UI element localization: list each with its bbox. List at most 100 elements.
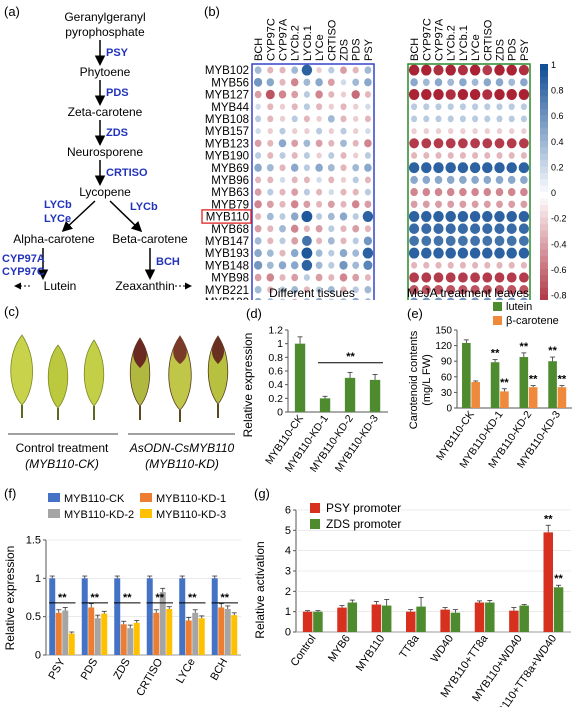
colorbar-segment bbox=[540, 294, 548, 300]
heatmap-cell bbox=[422, 200, 430, 209]
heatmap-cell bbox=[340, 237, 347, 245]
heatmap-cell bbox=[460, 128, 466, 135]
heatmap-row-label: MYB68 bbox=[211, 224, 249, 236]
heatmap-cell bbox=[409, 223, 420, 234]
heatmap-cell bbox=[423, 261, 430, 269]
heatmap-cell bbox=[470, 138, 480, 149]
compound-neurosporene: Neurosporene bbox=[67, 145, 143, 159]
heatmap-cell bbox=[365, 103, 371, 110]
bar bbox=[381, 605, 392, 632]
enzyme-lycb-left: LYCb bbox=[44, 199, 72, 211]
heatmap-colorbar: 10.80.60.40.20-0.2-0.4-0.6-0.8-1 bbox=[540, 60, 567, 300]
knockdown-subcaption: (MYB110-KD) bbox=[145, 457, 219, 471]
compound-lycopene: Lycopene bbox=[79, 185, 131, 199]
heatmap-cell bbox=[364, 152, 371, 159]
y-tick-label: 0 bbox=[285, 627, 291, 639]
heatmap-cell bbox=[433, 272, 444, 283]
heatmap-row-label: MYB110 bbox=[206, 212, 249, 224]
heatmap-row-label: MYB98 bbox=[211, 273, 249, 285]
heatmap-cell bbox=[328, 103, 334, 110]
colorbar-segment bbox=[540, 256, 548, 264]
heatmap-cell bbox=[469, 64, 481, 76]
heatmap-cell bbox=[434, 188, 443, 197]
heatmap-cell bbox=[433, 138, 444, 149]
pathway-diagram: (a) Geranylgeranyl pyrophosphate Phytoen… bbox=[2, 4, 192, 293]
heatmap-cell bbox=[435, 115, 442, 123]
heatmap-cell bbox=[364, 188, 371, 196]
heatmap-cell bbox=[279, 103, 286, 110]
heatmap-cell bbox=[291, 139, 299, 148]
legend-label: MYB110-KD-2 bbox=[64, 509, 134, 521]
heatmap-cell bbox=[290, 200, 299, 209]
panel-label-a: (a) bbox=[4, 4, 20, 19]
heatmap-cell bbox=[423, 115, 430, 123]
heatmap-cell bbox=[353, 128, 359, 135]
heatmap-cell bbox=[328, 189, 334, 196]
heatmap-cell bbox=[315, 139, 323, 148]
heatmap-cell bbox=[409, 284, 419, 295]
heatmap-cell bbox=[506, 89, 517, 100]
heatmap-cell bbox=[519, 138, 529, 149]
heatmap-cell bbox=[458, 272, 468, 283]
y-tick-label: 1 bbox=[277, 338, 283, 350]
heatmap-cell bbox=[315, 90, 323, 99]
bar bbox=[369, 379, 381, 412]
heatmap-cell bbox=[483, 78, 492, 87]
heatmap-cell bbox=[304, 128, 310, 135]
heatmap-cell bbox=[457, 223, 468, 234]
heatmap-cell bbox=[301, 259, 313, 271]
heatmap-cell bbox=[253, 260, 263, 270]
heatmap-cell bbox=[494, 223, 505, 234]
colorbar-tick: 0.6 bbox=[551, 111, 564, 121]
significance-mark: ** bbox=[520, 341, 529, 353]
heatmap-cell bbox=[363, 236, 373, 246]
heatmap-col-label: PDS bbox=[507, 38, 519, 61]
heatmap-cell bbox=[303, 103, 310, 111]
heatmap-cell bbox=[254, 237, 262, 245]
heatmap-col-label: ZDS bbox=[495, 39, 507, 61]
colorbar-segment bbox=[540, 121, 548, 129]
heatmap-cell bbox=[340, 127, 347, 135]
colorbar-segment bbox=[540, 211, 548, 219]
heatmap-cell bbox=[434, 297, 443, 300]
compound-lutein: Lutein bbox=[44, 279, 77, 293]
heatmap-cell bbox=[254, 66, 262, 74]
heatmap-cell bbox=[433, 89, 444, 100]
legend-label: PSY promoter bbox=[326, 501, 401, 515]
colorbar-segment bbox=[540, 281, 548, 289]
heatmap-cell bbox=[301, 210, 313, 223]
y-tick-label: 0.5 bbox=[26, 611, 41, 623]
heatmap-cell bbox=[507, 297, 516, 300]
heatmap-cell bbox=[303, 91, 310, 98]
legend-label: MYB110-KD-3 bbox=[156, 509, 226, 521]
heatmap-cell bbox=[421, 272, 432, 283]
y-tick-label: 3 bbox=[285, 566, 291, 578]
heatmap-cell bbox=[328, 91, 335, 98]
enzyme-cyp97c: CYP97C bbox=[2, 266, 45, 278]
y-tick-label: 0 bbox=[277, 407, 283, 419]
heatmap-cell bbox=[423, 103, 430, 111]
heatmap-cell bbox=[496, 115, 503, 123]
heatmap-cell bbox=[279, 274, 286, 281]
x-tick-label: LYCe bbox=[174, 657, 198, 686]
heatmap-cell bbox=[290, 261, 299, 270]
heatmap-cell bbox=[327, 115, 335, 123]
heatmap-cell bbox=[353, 152, 359, 159]
heatmap-cell bbox=[279, 213, 286, 220]
enzyme-pds: PDS bbox=[106, 87, 129, 99]
heatmap-cell bbox=[447, 261, 454, 269]
y-tick-label: 1 bbox=[285, 606, 291, 618]
heatmap-cell bbox=[254, 285, 262, 294]
heatmap-cell bbox=[340, 225, 347, 233]
heatmap-cell bbox=[470, 223, 481, 234]
compound-zeta-carotene: Zeta-carotene bbox=[68, 105, 143, 119]
heatmap-cell bbox=[266, 261, 274, 270]
heatmap-row-label: MYB157 bbox=[205, 126, 249, 138]
heatmap-cell bbox=[315, 261, 323, 270]
heatmap-col-label: CYP97A bbox=[278, 18, 290, 61]
x-tick-label: MYB110 bbox=[354, 633, 388, 674]
colorbar-segment bbox=[540, 64, 548, 71]
heatmap-cell bbox=[494, 138, 505, 149]
heatmap-cell bbox=[340, 152, 347, 159]
heatmap-cell bbox=[457, 211, 469, 222]
